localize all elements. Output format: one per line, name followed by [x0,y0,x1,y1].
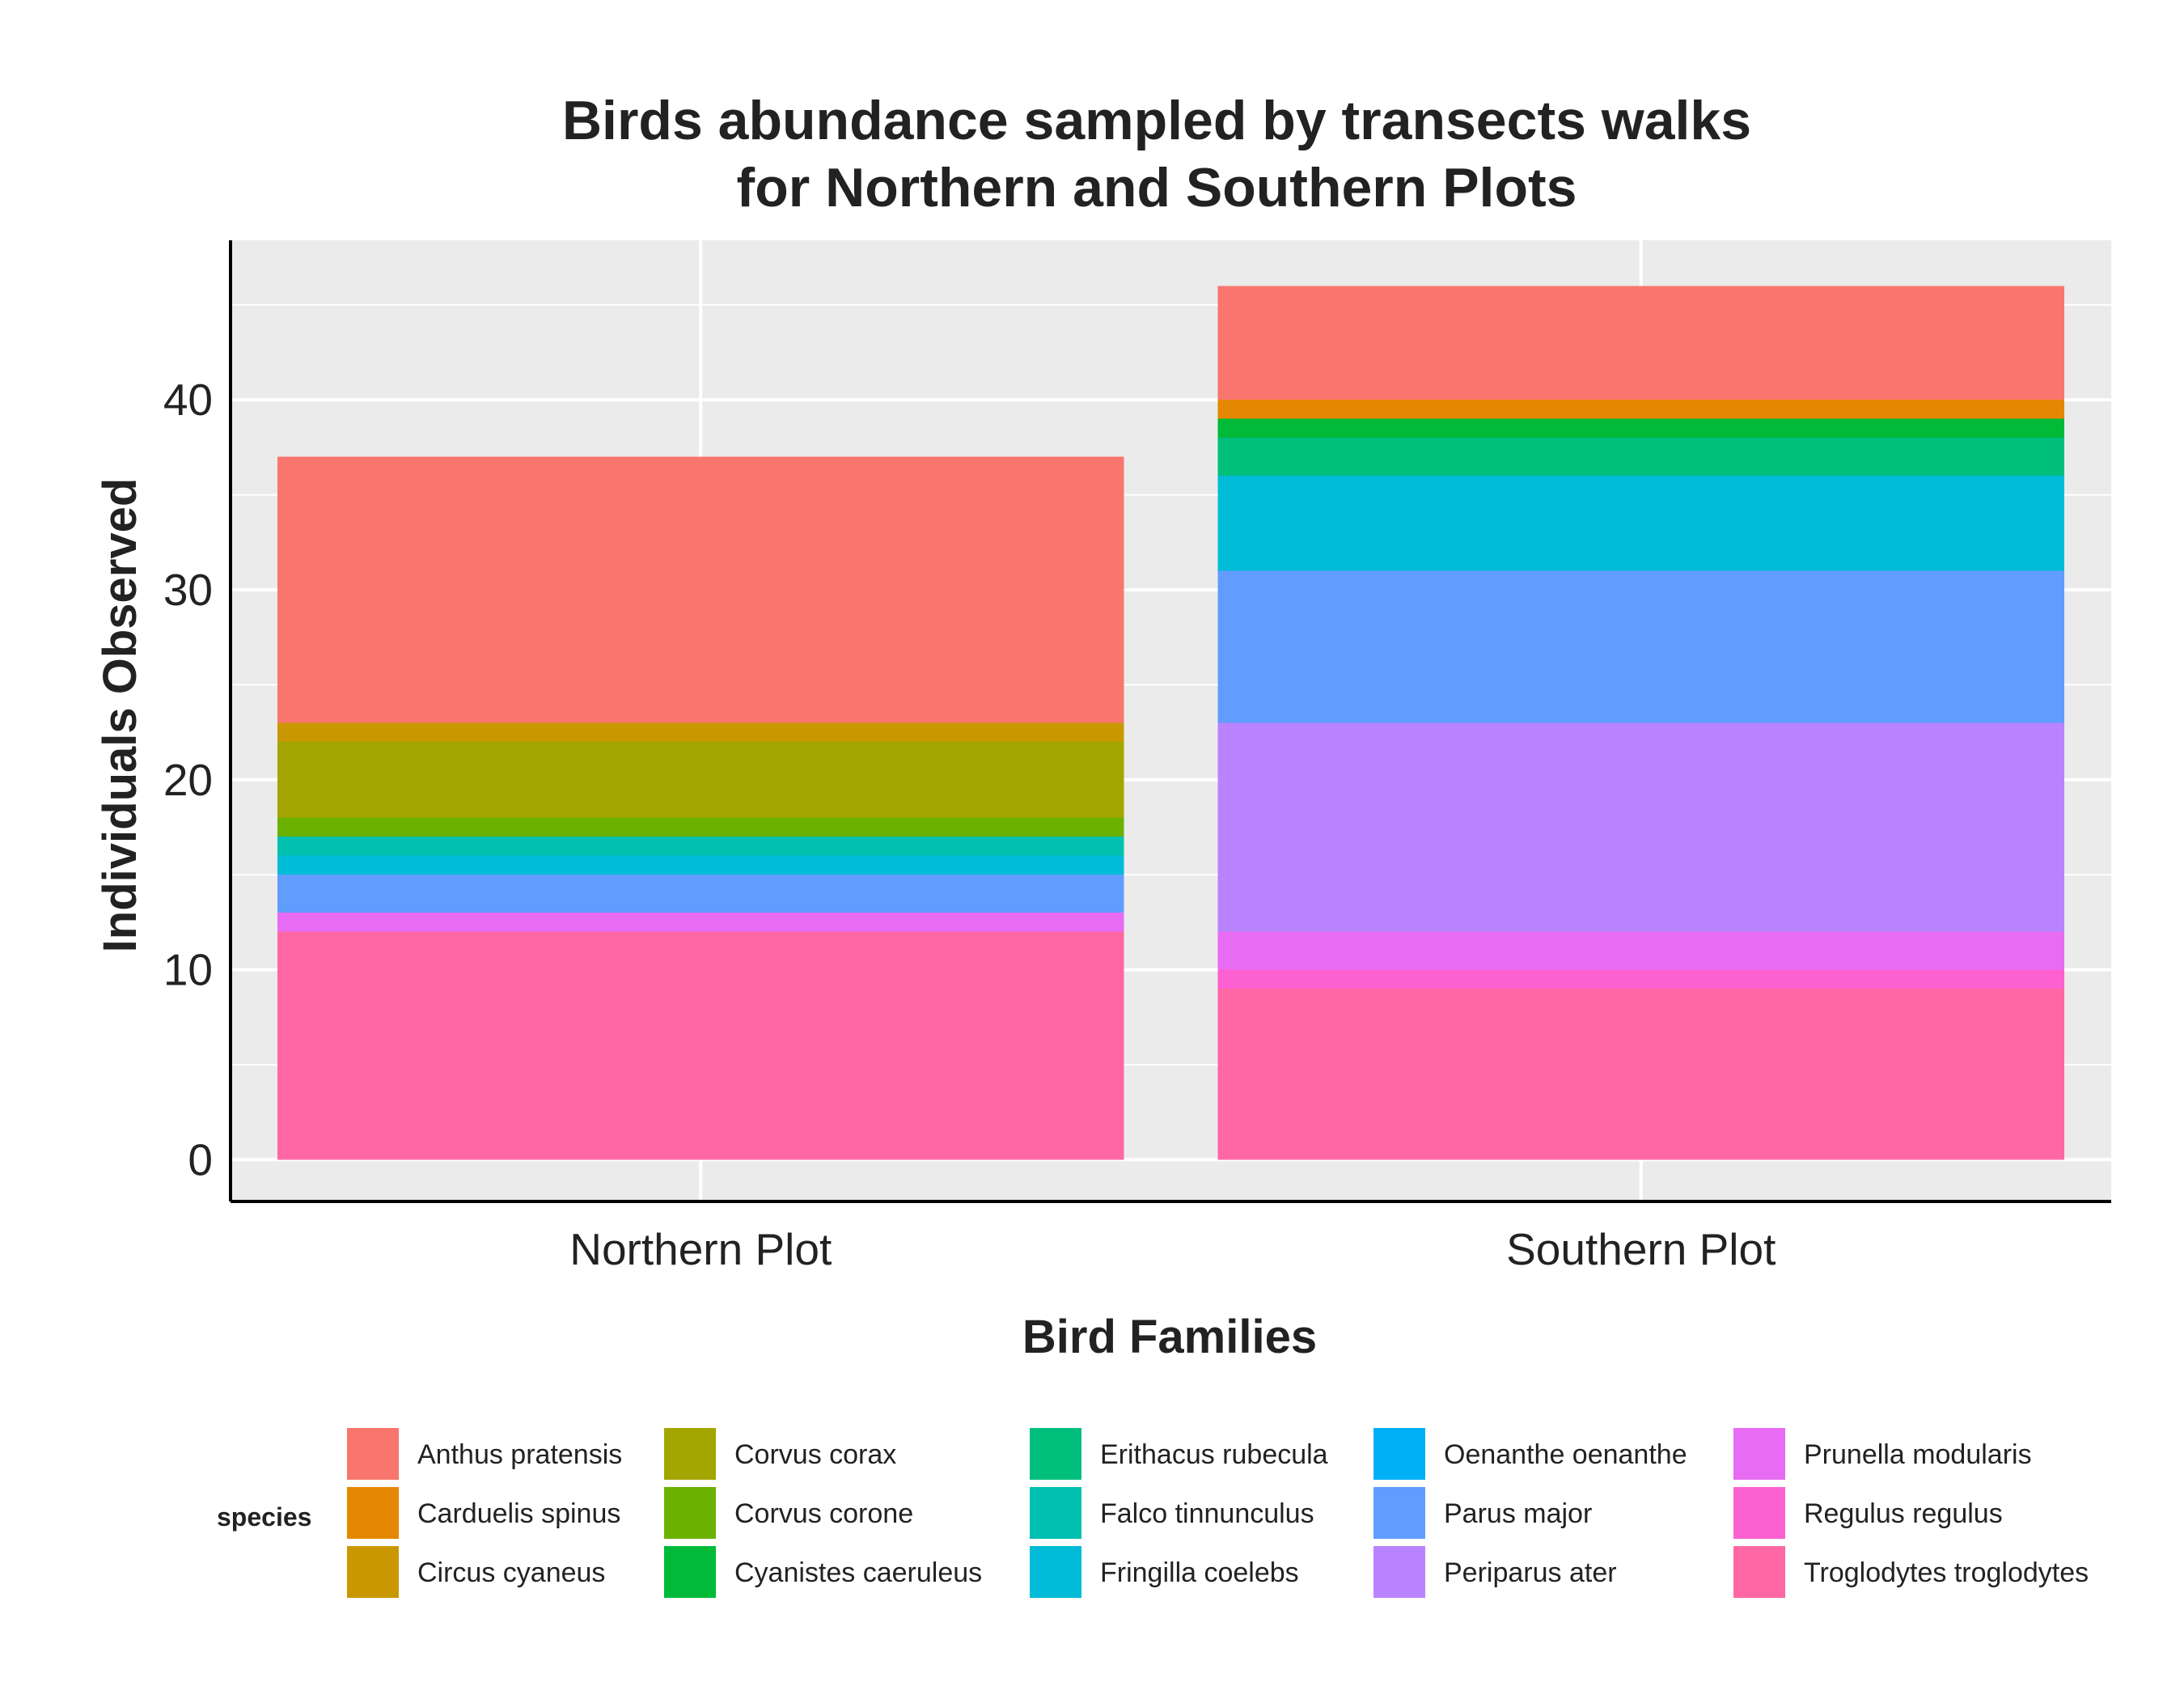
stacked-bars [277,286,2064,1160]
legend-label: Corvus corax [734,1439,896,1470]
bar-segment-regulus-regulus-southern-plot [1217,969,2064,989]
bar-segment-corvus-corone-northern-plot [277,817,1124,837]
bar-segment-carduelis-spinus-southern-plot [1217,400,2064,419]
legend: species Anthus pratensis Carduelis spinus… [217,1426,2089,1599]
bar-segment-prunella-modularis-southern-plot [1217,931,2064,970]
y-tick-label: 40 [163,375,213,425]
legend-label: Corvus corone [734,1498,913,1529]
legend-label: Carduelis spinus [417,1498,620,1529]
legend-key-corvus-corax [662,1426,717,1481]
bar-segment-parus-major-northern-plot [277,875,1124,913]
bar-segment-periparus-ater-southern-plot [1217,722,2064,932]
legend-label: Fringilla coelebs [1100,1557,1299,1588]
legend-key-erithacus-rubecula [1028,1426,1083,1481]
legend-key-troglodytes-troglodytes [1732,1544,1787,1599]
legend-label: Falco tinnunculus [1100,1498,1314,1529]
legend-key-parus-major [1372,1485,1427,1540]
chart-title-line-2: for Northern and Southern Plots [737,157,1577,218]
bar-segment-erithacus-rubecula-southern-plot [1217,438,2064,477]
legend-label: Erithacus rubecula [1100,1439,1328,1470]
x-tick-label: Northern Plot [569,1224,832,1274]
legend-key-anthus-pratensis [345,1426,400,1481]
legend-label: Prunella modularis [1804,1439,2032,1470]
legend-label: Anthus pratensis [417,1439,622,1470]
bar-segment-fringilla-coelebs-northern-plot [277,855,1124,875]
y-tick-label: 30 [163,565,213,615]
legend-label: Oenanthe oenanthe [1444,1439,1687,1470]
y-tick-label: 20 [163,755,213,805]
legend-key-falco-tinnunculus [1028,1485,1083,1540]
legend-key-corvus-corone [662,1485,717,1540]
axes: 0 10 20 30 40 Northern Plot Southern Plot [163,240,2111,1274]
bar-segment-fringilla-coelebs-southern-plot [1217,476,2064,571]
legend-key-periparus-ater [1372,1544,1427,1599]
legend-key-regulus-regulus [1732,1485,1787,1540]
legend-label: Regulus regulus [1804,1498,2003,1529]
bar-segment-falco-tinnunculus-northern-plot [277,837,1124,856]
legend-key-fringilla-coelebs [1028,1544,1083,1599]
bar-segment-circus-cyaneus-northern-plot [277,722,1124,742]
legend-label: Troglodytes troglodytes [1804,1557,2089,1588]
legend-key-prunella-modularis [1732,1426,1787,1481]
y-tick-label: 10 [163,945,213,995]
legend-key-circus-cyaneus [345,1544,400,1599]
legend-label: Periparus ater [1444,1557,1617,1588]
y-tick-label: 0 [188,1134,213,1184]
legend-label: Parus major [1444,1498,1592,1529]
bar-segment-parus-major-southern-plot [1217,570,2064,723]
y-axis-title: Individuals Observed [94,478,146,953]
bar-segment-anthus-pratensis-southern-plot [1217,286,2064,400]
x-axis-title: Bird Families [1022,1311,1317,1363]
bar-segment-cyanistes-caeruleus-southern-plot [1217,418,2064,439]
bar-segment-troglodytes-troglodytes-northern-plot [277,931,1124,1160]
legend-label: Circus cyaneus [417,1557,605,1588]
legend-title: species [217,1502,311,1532]
legend-key-oenanthe-oenanthe [1372,1426,1427,1481]
bar-segment-anthus-pratensis-northern-plot [277,456,1124,723]
x-tick-label: Southern Plot [1506,1224,1776,1274]
chart-title-line-1: Birds abundance sampled by transects wal… [562,90,1751,151]
bar-segment-prunella-modularis-northern-plot [277,913,1124,932]
bar-segment-troglodytes-troglodytes-southern-plot [1217,989,2064,1160]
bar-segment-corvus-corax-northern-plot [277,741,1124,818]
legend-key-cyanistes-caeruleus [662,1544,717,1599]
legend-key-carduelis-spinus [345,1485,400,1540]
legend-label: Cyanistes caeruleus [734,1557,982,1588]
